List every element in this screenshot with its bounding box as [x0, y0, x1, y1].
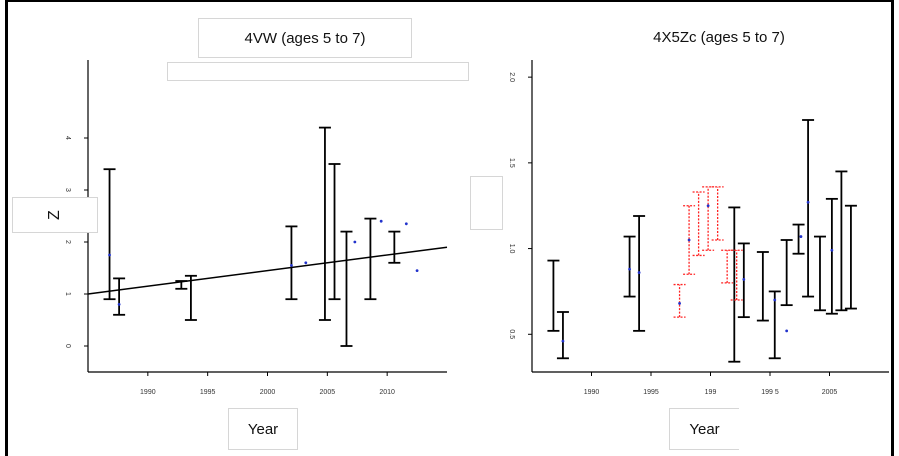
right-x-axis-label: Year	[669, 408, 739, 450]
left-legend-box	[167, 62, 469, 81]
frame-right-border	[891, 0, 894, 456]
y-tick-label: 3	[64, 188, 71, 192]
x-tick-label: 2010	[379, 389, 395, 396]
data-point	[628, 267, 631, 271]
y-tick-label: 2.0	[508, 72, 515, 82]
data-point	[108, 253, 111, 257]
chart-panel-right: 1990 1995 199 199 5 2005 0.5 1.0 1.5 2.0	[508, 60, 889, 396]
data-point	[687, 238, 691, 242]
left-x-axis-label: Year	[228, 408, 298, 450]
y-tick-label: 1.5	[508, 158, 515, 168]
data-point	[415, 269, 419, 272]
data-point	[304, 261, 308, 265]
x-tick-label: 199	[705, 389, 717, 396]
data-point	[561, 339, 565, 343]
x-tick-label: 199 5	[761, 389, 779, 396]
y-tick-label: 4	[64, 136, 71, 140]
x-tick-label: 1990	[584, 389, 600, 396]
frame-top-border	[5, 0, 894, 2]
data-point	[290, 264, 293, 267]
left-chart-title: 4VW (ages 5 to 7)	[198, 18, 412, 58]
data-point	[117, 303, 121, 306]
left-y-axis-label: Z	[12, 197, 98, 233]
trend-line	[87, 246, 448, 295]
y-tick-label: 0.5	[508, 329, 515, 339]
x-tick-label: 1990	[140, 389, 156, 396]
data-point	[379, 219, 383, 223]
right-legend-box	[470, 176, 503, 230]
y-tick-label: 0	[64, 344, 71, 348]
data-point	[773, 298, 777, 302]
y-tick-label: 2	[64, 240, 71, 244]
y-tick-label: 1.0	[508, 244, 515, 254]
data-point	[742, 278, 746, 281]
right-chart-title: 4X5Zc (ages 5 to 7)	[606, 18, 832, 56]
data-point	[806, 200, 810, 204]
data-point	[353, 240, 357, 244]
y-tick-label: 1	[64, 292, 71, 296]
x-tick-label: 2005	[320, 389, 336, 396]
data-point	[799, 235, 803, 238]
x-tick-label: 2000	[260, 389, 276, 396]
data-point	[637, 271, 641, 274]
data-point	[706, 204, 710, 208]
data-point	[785, 329, 789, 333]
x-tick-label: 2005	[822, 389, 838, 396]
x-tick-label: 1995	[643, 389, 659, 396]
frame-left-border	[5, 0, 8, 456]
x-tick-label: 1995	[200, 389, 216, 396]
data-point	[678, 302, 681, 305]
data-point	[830, 248, 834, 252]
data-point	[404, 222, 408, 226]
chart-panel-left: 1990 1995 2000 2005 2010 0 1 2 3 4	[64, 60, 448, 396]
